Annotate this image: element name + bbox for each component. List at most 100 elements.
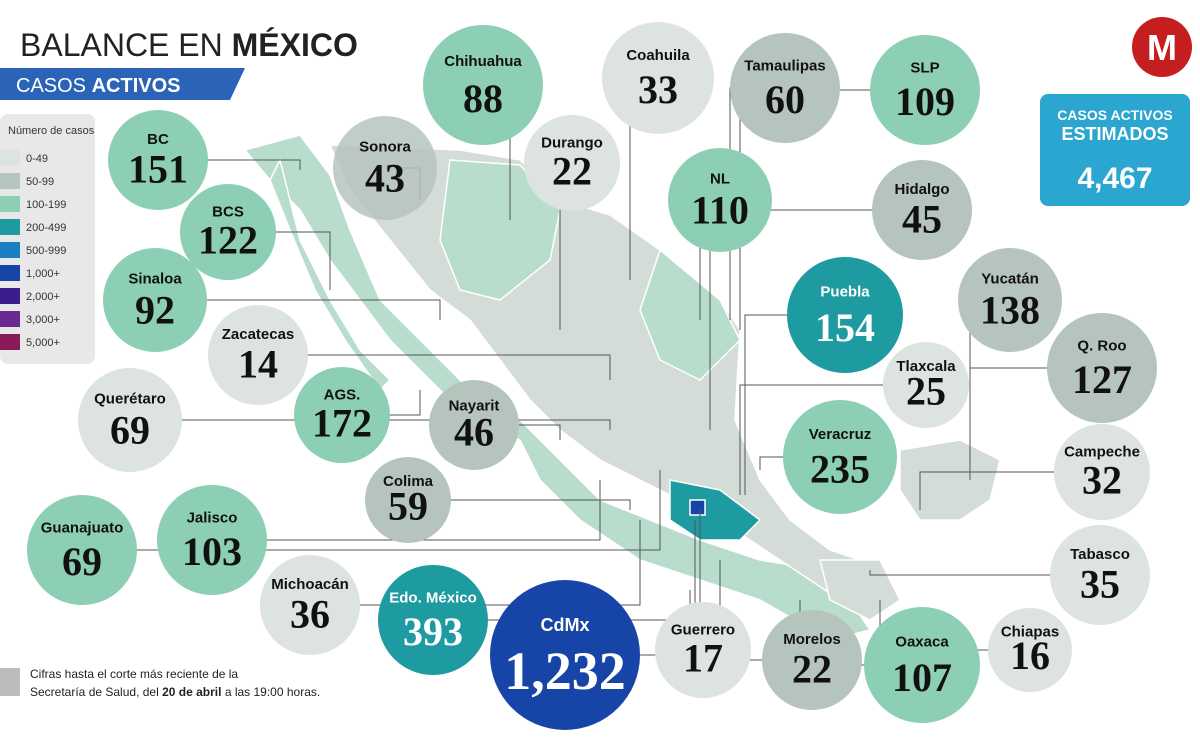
state-circle	[730, 33, 840, 143]
state-value: 35	[1080, 562, 1120, 607]
state-value: 43	[365, 155, 405, 200]
state-name: Tabasco	[1070, 546, 1130, 563]
leader-line	[155, 299, 441, 320]
state-value: 69	[110, 407, 150, 452]
map	[243, 134, 1001, 641]
state-name: CdMx	[541, 615, 590, 635]
state-circle	[333, 116, 437, 220]
state-name: Coahuila	[626, 47, 690, 64]
state-name: Durango	[541, 135, 603, 152]
state-value: 103	[182, 529, 242, 574]
state-name: Jalisco	[187, 509, 238, 526]
legend-label: 200-499	[26, 222, 66, 234]
state-circle	[27, 495, 137, 605]
estimated-value: 4,467	[1077, 162, 1152, 195]
state-value: 60	[765, 77, 805, 122]
state-circle	[602, 22, 714, 134]
state-name: Puebla	[820, 283, 870, 300]
state-value: 172	[312, 401, 372, 446]
leader-line	[130, 419, 611, 430]
state-name: Guanajuato	[41, 519, 124, 536]
leader-line	[919, 471, 1102, 510]
state-name: BC	[147, 131, 169, 148]
state-name: Tamaulipas	[744, 57, 825, 74]
legend-label: 50-99	[26, 176, 54, 188]
legend-swatch	[0, 196, 20, 212]
state-name: BCS	[212, 204, 244, 221]
state-value: 127	[1072, 357, 1132, 402]
legend-title: Número de casos	[8, 125, 95, 137]
legend-swatch	[0, 288, 20, 304]
legend-swatch	[0, 219, 20, 235]
state-value: 235	[810, 447, 870, 492]
state-circle	[103, 248, 207, 352]
state-value: 22	[792, 647, 832, 692]
state-circle	[378, 565, 488, 675]
state-circle	[78, 368, 182, 472]
state-circle	[988, 608, 1072, 692]
subtitle: CASOS ACTIVOS	[16, 75, 181, 97]
legend-swatch	[0, 173, 20, 189]
leader-line	[869, 570, 1100, 576]
state-value: 107	[892, 655, 952, 700]
title: BALANCE EN MÉXICO	[20, 27, 358, 63]
state-circle	[429, 380, 519, 470]
state-name: Querétaro	[94, 390, 166, 407]
state-name: Oaxaca	[895, 633, 949, 650]
footnote: Cifras hasta el corte más reciente de la	[30, 667, 238, 681]
legend-box	[0, 114, 95, 364]
state-circle	[870, 35, 980, 145]
state-circle	[762, 610, 862, 710]
leader-line	[408, 499, 631, 510]
state-circle	[655, 602, 751, 698]
state-value: 110	[691, 187, 749, 232]
state-name: Chiapas	[1001, 624, 1059, 641]
logo	[1132, 17, 1192, 77]
footnote-marker	[0, 668, 20, 696]
state-circle	[668, 148, 772, 252]
state-name: Veracruz	[809, 426, 872, 443]
state-name: Q. Roo	[1077, 337, 1126, 354]
legend-swatch	[0, 150, 20, 166]
footnote: Secretaría de Salud, del 20 de abril a l…	[30, 685, 320, 699]
state-name: Edo. México	[389, 589, 477, 606]
state-value: 1,232	[504, 641, 626, 701]
leader-line	[212, 480, 601, 541]
state-circle	[1054, 424, 1150, 520]
state-name: Sonora	[359, 138, 411, 155]
legend-label: 2,000+	[26, 291, 60, 303]
state-value: 33	[638, 67, 678, 112]
state-circle	[787, 257, 903, 373]
state-value: 14	[238, 342, 278, 387]
state-circle	[180, 184, 276, 280]
state-circle	[108, 110, 208, 210]
state-name: Yucatán	[981, 270, 1039, 287]
state-circle	[783, 400, 897, 514]
state-value: 46	[454, 409, 494, 454]
state-value: 109	[895, 79, 955, 124]
estimated-box	[1040, 94, 1190, 206]
legend-label: 3,000+	[26, 314, 60, 326]
state-value: 154	[815, 305, 875, 350]
state-circle	[365, 457, 451, 543]
state-name: AGS.	[324, 387, 361, 404]
legend-label: 500-999	[26, 245, 66, 257]
state-value: 138	[980, 287, 1040, 332]
state-name: Nayarit	[449, 398, 500, 415]
state-name: SLP	[910, 59, 939, 76]
subtitle-band	[0, 68, 245, 100]
state-circle	[423, 25, 543, 145]
legend-label: 0-49	[26, 153, 48, 165]
state-name: Zacatecas	[222, 326, 295, 343]
state-value: 122	[198, 218, 258, 263]
state-circle	[157, 485, 267, 595]
legend-swatch	[0, 334, 20, 350]
state-circle	[490, 580, 640, 730]
state-value: 32	[1082, 458, 1122, 503]
state-name: Tlaxcala	[896, 358, 956, 375]
logo-text: M	[1147, 27, 1177, 68]
state-value: 393	[403, 609, 463, 654]
state-circle	[958, 248, 1062, 352]
